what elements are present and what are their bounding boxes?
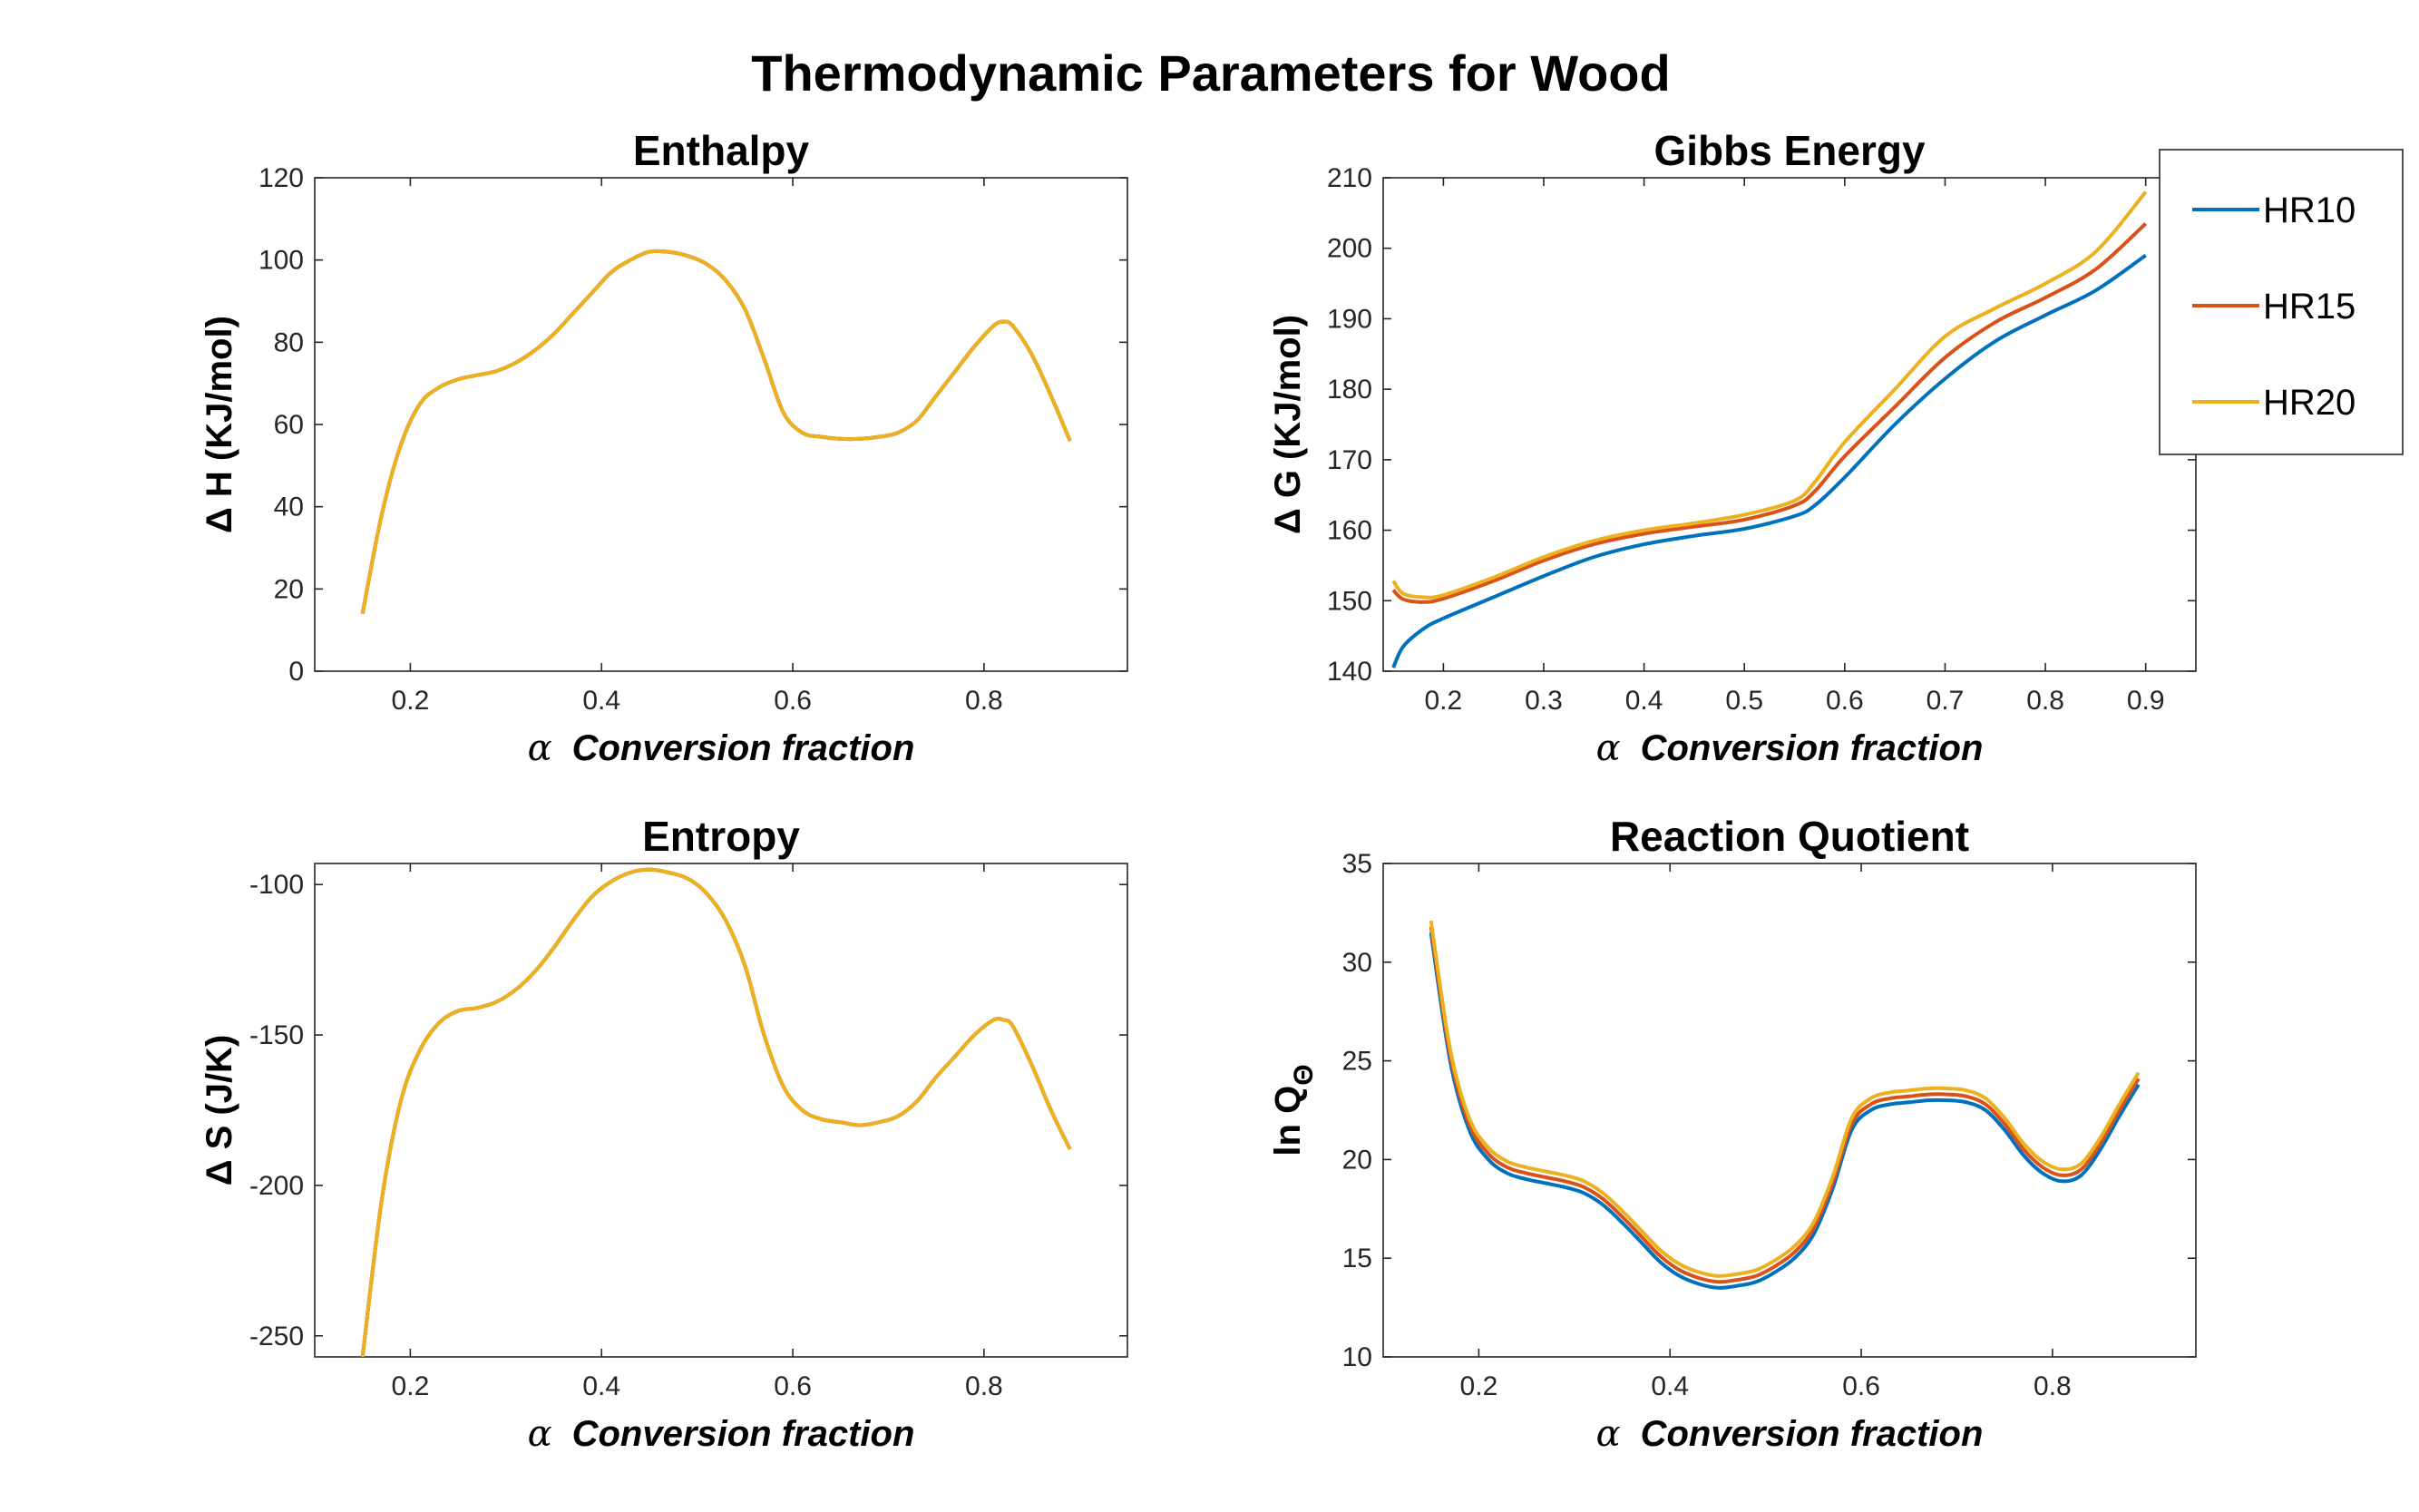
y-tick-label: 100 <box>258 246 304 276</box>
y-tick-label: 35 <box>1342 849 1372 879</box>
legend-label-hr15: HR15 <box>2263 287 2356 327</box>
legend-label-hr10: HR10 <box>2263 190 2356 230</box>
x-axis-label-symbol: α <box>528 727 552 769</box>
y-tick-label: -100 <box>249 870 304 900</box>
x-tick-label: 0.8 <box>2026 686 2064 716</box>
y-tick-label: -150 <box>249 1020 304 1050</box>
y-tick-label: 80 <box>274 327 304 357</box>
axes-box <box>314 177 1128 672</box>
axes-title: Reaction Quotient <box>1610 813 1969 860</box>
x-tick-label: 0.4 <box>582 1371 620 1401</box>
x-axis-label-symbol: α <box>1596 1413 1621 1455</box>
x-tick-label: 0.3 <box>1525 686 1563 716</box>
x-tick-label: 0.2 <box>392 1371 430 1401</box>
entropy-axes: 0.2 0.4 0.6 0.8 -250 -200 -150 -100 Entropy α Conv… <box>200 813 1128 1455</box>
y-tick-label: 20 <box>274 574 304 604</box>
y-tick-label: -250 <box>249 1322 304 1351</box>
y-axis-label-text: Δ H (KJ/mol) <box>200 316 239 533</box>
enthalpy-axes: 0.2 0.4 0.6 0.8 0 20 40 60 80 100 120 Enthalpy α Conv… <box>200 127 1128 769</box>
y-tick-label: 150 <box>1327 586 1372 616</box>
y-tick-label: 30 <box>1342 948 1372 978</box>
x-tick-label: 0.8 <box>965 1371 1003 1401</box>
x-axis-label-symbol: α <box>1596 727 1621 769</box>
figure-title: Thermodynamic Parameters for Wood <box>751 44 1670 102</box>
x-tick-label: 0.6 <box>1826 686 1864 716</box>
gibbs-energy-axes: 0.2 0.3 0.4 0.5 0.6 0.7 0.8 0.9 140 150 160 170 180 1… <box>1268 127 2197 769</box>
series-line-hr20 <box>1391 190 2148 600</box>
y-tick-label: 180 <box>1327 375 1372 405</box>
legend: HR10 HR15 HR20 <box>2159 149 2404 455</box>
x-tick-label: 0.4 <box>1625 686 1663 716</box>
axes-box <box>1382 863 2197 1358</box>
x-axis-label: α Conversion fraction <box>528 1413 915 1455</box>
y-axis-label-text: ln Q <box>1268 1086 1308 1156</box>
x-tick-label: 0.6 <box>1842 1371 1880 1401</box>
y-tick-label: 170 <box>1327 445 1372 475</box>
y-axis-label: Δ G (KJ/mol) <box>1268 315 1308 534</box>
y-tick-label: 190 <box>1327 304 1372 334</box>
y-axis-label-text: Δ G (KJ/mol) <box>1268 315 1308 534</box>
x-tick-label: 0.7 <box>1926 686 1965 716</box>
x-tick-label: 0.4 <box>1651 1371 1689 1401</box>
x-axis-label-text: Conversion fraction <box>1641 728 1984 768</box>
axes-title: Enthalpy <box>633 127 810 174</box>
x-axis-label-symbol: α <box>528 1413 552 1455</box>
y-tick-label: 160 <box>1327 516 1372 546</box>
legend-label-hr20: HR20 <box>2263 383 2356 423</box>
y-tick-label: 25 <box>1342 1047 1372 1077</box>
x-axis-label: α Conversion fraction <box>1596 727 1984 769</box>
x-tick-label: 0.6 <box>774 686 812 716</box>
axes-title: Entropy <box>642 813 800 860</box>
series-line-hr10 <box>1391 253 2147 668</box>
axes-box <box>314 863 1128 1358</box>
y-axis-label: Δ H (KJ/mol) <box>200 316 239 533</box>
x-axis-label-text: Conversion fraction <box>1641 1414 1984 1454</box>
x-tick-label: 0.2 <box>392 686 430 716</box>
y-axis-label-subscript: Θ <box>1289 1064 1319 1085</box>
series-line-hr20 <box>360 249 1072 614</box>
x-axis-label-text: Conversion fraction <box>572 728 915 768</box>
series-line-hr10 <box>1429 932 2141 1290</box>
reaction-quotient-axes: 0.2 0.4 0.6 0.8 10 15 20 25 30 35 Reaction Quotien… <box>1268 813 2197 1455</box>
y-tick-label: 140 <box>1327 657 1372 687</box>
y-tick-label: 120 <box>258 163 304 193</box>
axes-title: Gibbs Energy <box>1653 127 1925 174</box>
y-tick-label: 10 <box>1342 1342 1372 1372</box>
x-axis-label: α Conversion fraction <box>1596 1413 1984 1455</box>
x-tick-label: 0.8 <box>2034 1371 2072 1401</box>
x-tick-label: 0.5 <box>1725 686 1763 716</box>
x-tick-label: 0.2 <box>1425 686 1463 716</box>
x-axis-label-text: Conversion fraction <box>572 1414 915 1454</box>
y-axis-label: Δ S (J/K) <box>200 1035 239 1186</box>
x-tick-label: 0.8 <box>965 686 1003 716</box>
series-line-hr15 <box>1429 926 2141 1284</box>
series-line-hr20 <box>1429 920 2141 1278</box>
series-line-hr15 <box>1391 222 2148 604</box>
x-tick-label: 0.2 <box>1460 1371 1498 1401</box>
y-tick-label: 210 <box>1327 163 1372 193</box>
axes-box <box>1382 177 2197 672</box>
y-tick-label: 40 <box>274 493 304 522</box>
y-axis-label: ln QΘ <box>1268 1064 1319 1156</box>
y-tick-label: -200 <box>249 1171 304 1201</box>
y-tick-label: 200 <box>1327 234 1372 264</box>
y-tick-label: 0 <box>288 657 304 687</box>
y-tick-label: 60 <box>274 410 304 440</box>
y-axis-label-text: Δ S (J/K) <box>200 1035 239 1186</box>
y-tick-label: 20 <box>1342 1145 1372 1175</box>
x-axis-label: α Conversion fraction <box>528 727 915 769</box>
x-tick-label: 0.4 <box>582 686 620 716</box>
series-line-hr20 <box>360 867 1072 1357</box>
x-tick-label: 0.9 <box>2127 686 2165 716</box>
x-tick-label: 0.6 <box>774 1371 812 1401</box>
y-tick-label: 15 <box>1342 1244 1372 1273</box>
